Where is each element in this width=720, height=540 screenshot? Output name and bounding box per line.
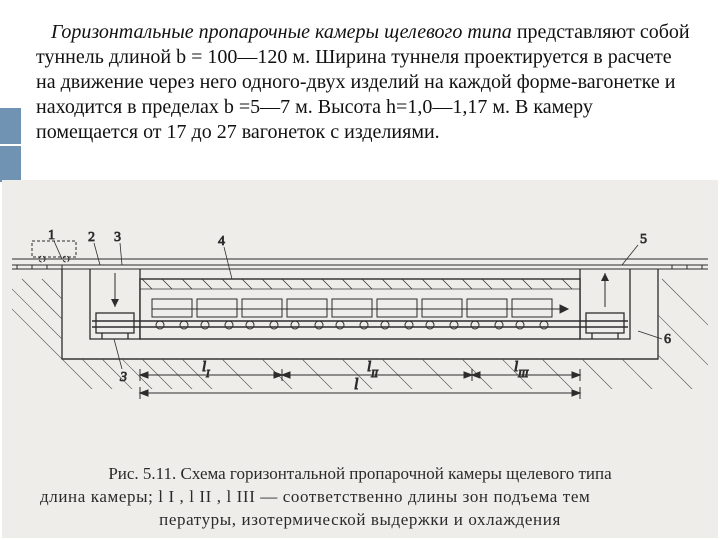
paragraph: Горизонтальные пропарочные камеры щелево… — [36, 20, 696, 145]
svg-text:6: 6 — [664, 332, 671, 347]
svg-text:3: 3 — [119, 370, 127, 385]
svg-text:3: 3 — [114, 230, 121, 245]
svg-text:1: 1 — [48, 228, 55, 243]
caption-line-2: длина камеры; l I , l II , l III — соотв… — [40, 486, 680, 509]
accent-bars — [0, 106, 21, 182]
caption-line-3: пературы, изотермической выдержки и охла… — [40, 509, 680, 532]
svg-text:l: l — [354, 376, 359, 393]
paragraph-lead: Горизонтальные пропарочные камеры щелево… — [51, 21, 512, 43]
accent-bar — [0, 146, 21, 182]
figure-caption: Рис. 5.11. Схема горизонтальной пропароч… — [40, 463, 680, 532]
accent-bar — [0, 108, 21, 144]
caption-line-1: Рис. 5.11. Схема горизонтальной пропароч… — [40, 463, 680, 486]
svg-text:4: 4 — [218, 234, 225, 249]
svg-text:2: 2 — [88, 230, 95, 245]
svg-text:5: 5 — [640, 232, 647, 247]
